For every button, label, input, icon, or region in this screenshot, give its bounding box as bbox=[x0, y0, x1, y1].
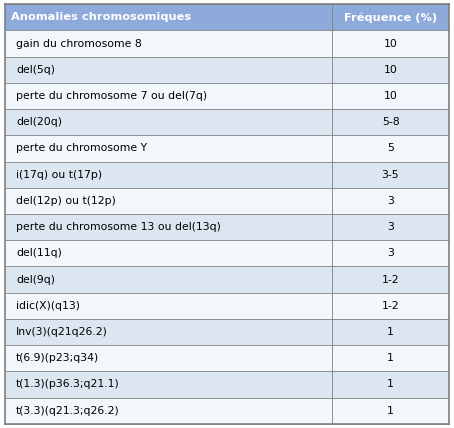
Text: t(3.3)(q21.3;q26.2): t(3.3)(q21.3;q26.2) bbox=[16, 406, 120, 416]
Bar bbox=[5, 57, 331, 83]
Bar bbox=[5, 135, 331, 162]
Bar bbox=[331, 371, 449, 398]
Bar bbox=[331, 398, 449, 424]
Text: del(11q): del(11q) bbox=[16, 248, 62, 259]
Bar bbox=[5, 109, 331, 135]
Text: 3: 3 bbox=[387, 248, 394, 259]
Text: perte du chromosome 7 ou del(7q): perte du chromosome 7 ou del(7q) bbox=[16, 91, 207, 101]
Bar bbox=[5, 319, 331, 345]
Bar bbox=[331, 293, 449, 319]
Text: 5-8: 5-8 bbox=[382, 117, 400, 127]
Bar bbox=[5, 266, 331, 293]
Text: Fréquence (%): Fréquence (%) bbox=[344, 12, 437, 23]
Bar bbox=[5, 162, 331, 188]
Bar bbox=[5, 188, 331, 214]
Bar bbox=[5, 345, 331, 372]
Text: 10: 10 bbox=[384, 39, 397, 49]
Text: perte du chromosome 13 ou del(13q): perte du chromosome 13 ou del(13q) bbox=[16, 222, 221, 232]
Text: 5: 5 bbox=[387, 143, 394, 154]
Bar bbox=[5, 371, 331, 398]
Text: Inv(3)(q21q26.2): Inv(3)(q21q26.2) bbox=[16, 327, 108, 337]
Text: 3-5: 3-5 bbox=[382, 169, 400, 180]
Bar bbox=[331, 266, 449, 293]
Text: 3: 3 bbox=[387, 222, 394, 232]
Bar bbox=[5, 293, 331, 319]
Text: 10: 10 bbox=[384, 91, 397, 101]
Bar bbox=[331, 109, 449, 135]
Bar bbox=[331, 83, 449, 109]
Text: del(12p) ou t(12p): del(12p) ou t(12p) bbox=[16, 196, 116, 206]
Bar bbox=[5, 83, 331, 109]
Bar bbox=[331, 240, 449, 266]
Text: del(20q): del(20q) bbox=[16, 117, 62, 127]
Text: 1: 1 bbox=[387, 327, 394, 337]
Text: Anomalies chromosomiques: Anomalies chromosomiques bbox=[11, 12, 192, 22]
Bar bbox=[331, 57, 449, 83]
Bar bbox=[331, 345, 449, 372]
Bar bbox=[331, 319, 449, 345]
Text: del(9q): del(9q) bbox=[16, 274, 55, 285]
Text: 1: 1 bbox=[387, 379, 394, 389]
Bar bbox=[5, 30, 331, 57]
Text: gain du chromosome 8: gain du chromosome 8 bbox=[16, 39, 142, 49]
Text: 1-2: 1-2 bbox=[382, 301, 400, 311]
Text: del(5q): del(5q) bbox=[16, 65, 55, 75]
Text: 1-2: 1-2 bbox=[382, 274, 400, 285]
Text: t(1.3)(p36.3;q21.1): t(1.3)(p36.3;q21.1) bbox=[16, 379, 120, 389]
Bar bbox=[331, 162, 449, 188]
Text: i(17q) ou t(17p): i(17q) ou t(17p) bbox=[16, 169, 102, 180]
Bar bbox=[5, 398, 331, 424]
Bar bbox=[331, 135, 449, 162]
Bar bbox=[5, 4, 331, 30]
Text: idic(X)(q13): idic(X)(q13) bbox=[16, 301, 80, 311]
Bar bbox=[331, 214, 449, 240]
Bar bbox=[331, 188, 449, 214]
Bar bbox=[331, 30, 449, 57]
Text: 1: 1 bbox=[387, 353, 394, 363]
Text: perte du chromosome Y: perte du chromosome Y bbox=[16, 143, 147, 154]
Text: 10: 10 bbox=[384, 65, 397, 75]
Bar bbox=[331, 4, 449, 30]
Bar bbox=[5, 240, 331, 266]
Bar bbox=[5, 214, 331, 240]
Text: 3: 3 bbox=[387, 196, 394, 206]
Text: t(6.9)(p23;q34): t(6.9)(p23;q34) bbox=[16, 353, 99, 363]
Text: 1: 1 bbox=[387, 406, 394, 416]
